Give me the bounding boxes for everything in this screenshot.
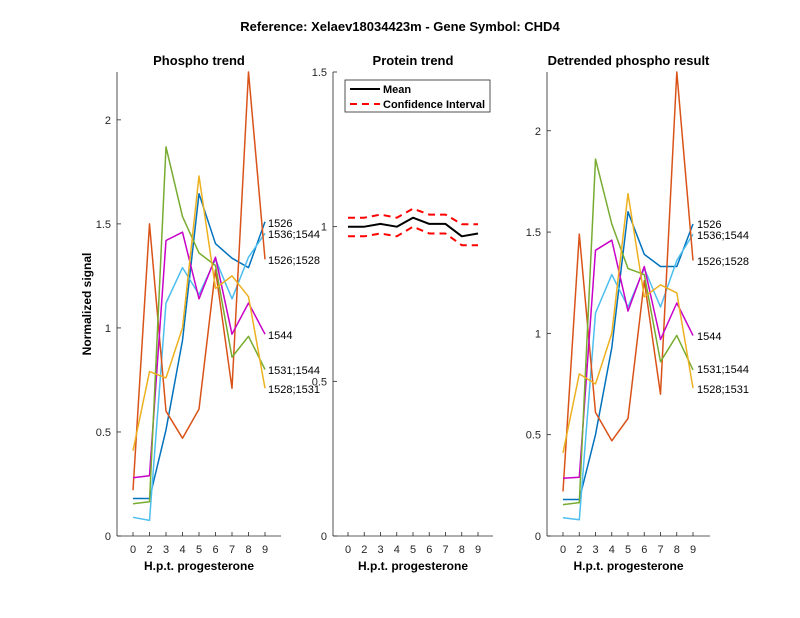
x-tick-label: 0 — [345, 544, 351, 556]
series-label: 1528;1531 — [697, 384, 749, 396]
x-tick-label: 0 — [130, 544, 136, 556]
y-tick-label: 1 — [321, 222, 327, 234]
x-axis-label: H.p.t. progesterone — [144, 559, 254, 573]
x-axis-label: H.p.t. progesterone — [573, 559, 683, 573]
series-line-confidence-interval — [348, 225, 478, 247]
y-tick-label: 1.5 — [312, 67, 327, 79]
y-tick-label: 0 — [321, 531, 327, 543]
x-tick-label: 9 — [475, 544, 481, 556]
x-tick-label: 2 — [361, 544, 367, 556]
series-label: 1528;1531 — [268, 384, 320, 396]
y-tick-label: 0.5 — [312, 376, 327, 388]
series-label: 1526;1528 — [697, 256, 749, 268]
y-tick-label: 2 — [535, 126, 541, 138]
series-label: 1544 — [697, 331, 721, 343]
series-label: 1544 — [268, 330, 292, 342]
x-tick-label: 3 — [163, 544, 169, 556]
x-tick-label: 4 — [179, 544, 185, 556]
figure-title: Reference: Xelaev18034423m - Gene Symbol… — [240, 19, 560, 34]
x-tick-label: 4 — [394, 544, 400, 556]
x-tick-label: 2 — [146, 544, 152, 556]
x-tick-label: 5 — [625, 544, 631, 556]
x-tick-label: 5 — [196, 544, 202, 556]
y-tick-label: 1.5 — [526, 227, 541, 239]
series-line-1526 — [133, 192, 266, 500]
series-line-1526 — [563, 211, 694, 501]
legend-label: Mean — [383, 84, 411, 96]
panel-title: Phospho trend — [153, 53, 245, 68]
x-axis-label: H.p.t. progesterone — [358, 559, 468, 573]
x-tick-label: 8 — [459, 544, 465, 556]
x-tick-label: 3 — [592, 544, 598, 556]
series-line-1531-1544 — [562, 158, 694, 506]
y-tick-label: 0 — [105, 531, 111, 543]
x-tick-label: 7 — [657, 544, 663, 556]
series-line-mean — [348, 216, 479, 238]
x-tick-label: 7 — [229, 544, 235, 556]
x-tick-label: 0 — [560, 544, 566, 556]
series-line-1531-1544 — [132, 146, 266, 505]
x-tick-label: 2 — [576, 544, 582, 556]
series-label: 1526;1528 — [268, 255, 320, 267]
x-tick-label: 3 — [377, 544, 383, 556]
panel-title: Detrended phospho result — [548, 53, 710, 68]
y-tick-label: 0 — [535, 531, 541, 543]
y-axis-label: Normalized signal — [80, 253, 94, 356]
x-tick-label: 6 — [426, 544, 432, 556]
series-label: 1536;1544 — [268, 229, 320, 241]
y-tick-label: 1.5 — [96, 219, 111, 231]
panel-title: Protein trend — [373, 53, 454, 68]
y-tick-label: 1 — [105, 323, 111, 335]
x-tick-label: 8 — [245, 544, 251, 556]
series-label: 1536;1544 — [697, 230, 749, 242]
legend-label: Confidence Interval — [383, 99, 485, 111]
x-tick-label: 9 — [690, 544, 696, 556]
series-label: 1526 — [268, 218, 292, 230]
series-label: 1526 — [697, 219, 721, 231]
y-tick-label: 2 — [105, 115, 111, 127]
x-tick-label: 9 — [262, 544, 268, 556]
x-tick-label: 4 — [609, 544, 615, 556]
series-label: 1531;1544 — [697, 364, 749, 376]
series-label: 1531;1544 — [268, 365, 320, 377]
y-tick-label: 0.5 — [96, 427, 111, 439]
x-tick-label: 6 — [641, 544, 647, 556]
series-line-confidence-interval — [348, 207, 478, 226]
y-tick-label: 0.5 — [526, 430, 541, 442]
y-tick-label: 1 — [535, 328, 541, 340]
series-line-1536-1544 — [132, 232, 266, 522]
x-tick-label: 5 — [410, 544, 416, 556]
x-tick-label: 7 — [442, 544, 448, 556]
legend-box — [344, 79, 491, 113]
x-tick-label: 8 — [674, 544, 680, 556]
x-tick-label: 6 — [212, 544, 218, 556]
